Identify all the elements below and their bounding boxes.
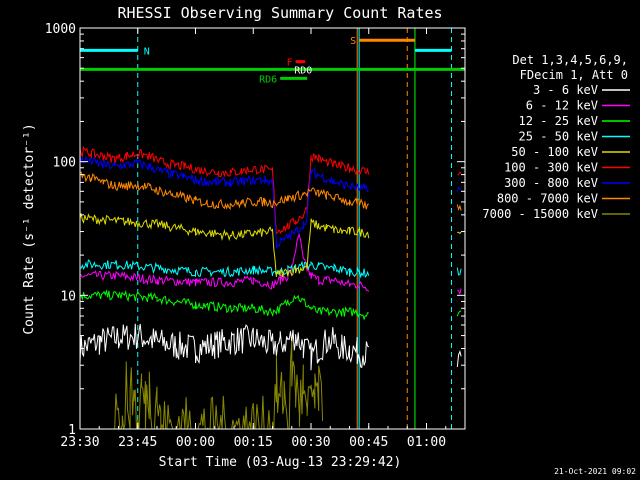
legend-label-25-50-kev: 25 - 50 keV: [519, 130, 598, 144]
legend: Det 1,3,4,5,6,9, FDecim 1, Att 0 3 - 6 k…: [482, 53, 630, 221]
legend-label-7000-15000-kev: 7000 - 15000 keV: [482, 207, 598, 221]
x-tick-label: 23:45: [118, 435, 157, 450]
series-line-800-7000-kev: [79, 171, 462, 212]
y-tick-label: 1: [68, 423, 76, 438]
x-tick-label: 00:30: [291, 435, 330, 450]
legend-label-3-6-kev: 3 - 6 keV: [533, 83, 598, 97]
vertical-marker-lines: [79, 28, 453, 429]
x-tick-label: 01:00: [407, 435, 446, 450]
flag-label-f: F: [287, 58, 293, 69]
legend-label-800-7000-kev: 800 - 7000 keV: [497, 192, 598, 206]
series-layer: [79, 146, 462, 431]
series-line-300-800-kev: [79, 155, 462, 249]
x-tick-label: 00:15: [234, 435, 273, 450]
y-tick-label: 1000: [45, 22, 76, 37]
legend-label-100-300-kev: 100 - 300 keV: [504, 161, 598, 175]
y-tick-label: 10: [60, 289, 76, 304]
legend-header-line-1: Det 1,3,4,5,6,9,: [512, 53, 628, 67]
y-axis-label: Count Rate (s⁻¹ detector⁻¹): [22, 123, 37, 334]
series-line-25-50-kev: [79, 259, 462, 279]
flag-label-rd6: RD6: [259, 74, 277, 85]
legend-label-12-25-kev: 12 - 25 keV: [519, 114, 598, 128]
x-axis-ticks: 23:30 23:45 00:00 00:15 00:30 00:45 01:00: [60, 28, 466, 450]
chart-title: RHESSI Observing Summary Count Rates: [117, 4, 442, 22]
y-axis-ticks: 1 10 100 1000: [45, 22, 465, 438]
x-tick-label: 23:30: [60, 435, 99, 450]
x-axis-label: Start Time (03-Aug-13 23:29:42): [159, 455, 402, 470]
legend-label-50-100-kev: 50 - 100 keV: [511, 145, 598, 159]
flag-label-s: S: [350, 36, 356, 47]
y-tick-label: 100: [53, 156, 76, 171]
series-line-6-12-kev: [79, 233, 462, 296]
series-line-100-300-kev: [79, 146, 462, 235]
series-line-7000-15000-kev: [114, 340, 324, 431]
x-tick-label: 00:00: [176, 435, 215, 450]
flag-label-n: N: [144, 46, 150, 57]
legend-header-line-2: FDecim 1, Att 0: [520, 68, 628, 82]
x-tick-label: 00:45: [349, 435, 388, 450]
generation-timestamp: 21-Oct-2021 09:02: [554, 467, 636, 476]
legend-label-300-800-kev: 300 - 800 keV: [504, 176, 598, 190]
legend-label-6-12-kev: 6 - 12 keV: [526, 99, 598, 113]
series-line-3-6-kev: [79, 323, 462, 371]
flag-label-rd0: RD0: [294, 65, 312, 76]
series-line-50-100-kev: [79, 213, 462, 278]
series-line-12-25-kev: [79, 289, 462, 321]
